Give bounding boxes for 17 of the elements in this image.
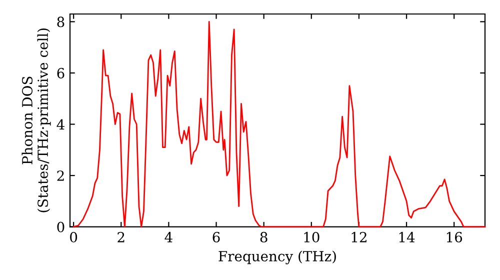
- x-tick-label: 4: [164, 232, 172, 242]
- y-tick-label: 0: [57, 222, 64, 232]
- y-tick-label: 6: [57, 68, 64, 78]
- line-series: [72, 20, 486, 228]
- x-tick-label: 8: [260, 232, 268, 242]
- x-tick-label: 10: [304, 232, 320, 242]
- x-tick-label: 14: [399, 232, 415, 242]
- x-tick-label: 16: [446, 232, 462, 242]
- x-tick-label: 2: [118, 232, 124, 242]
- y-axis-title: Phonon DOS (States/THz·primitive cell): [22, 28, 51, 212]
- x-tick-label: 12: [352, 232, 366, 242]
- x-tick-label: 0: [70, 232, 78, 242]
- y-tick-label: 2: [57, 170, 64, 181]
- x-axis-title: Frequency (THz): [218, 250, 336, 264]
- x-tick-label: 6: [212, 232, 220, 242]
- y-tick-label: 8: [57, 16, 64, 28]
- y-tick-label: 4: [56, 119, 64, 130]
